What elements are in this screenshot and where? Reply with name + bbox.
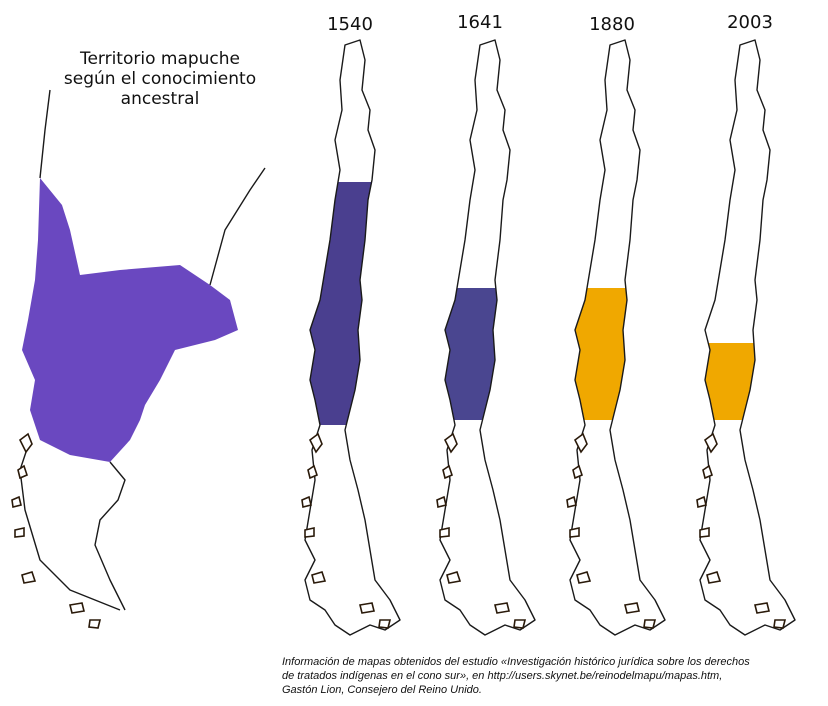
- map-1540: [301, 39, 401, 636]
- map-title: Territorio mapuche: [79, 49, 240, 69]
- map-title: ancestral: [121, 89, 200, 109]
- territory-fill: [22, 178, 238, 462]
- map-2003: [696, 39, 796, 636]
- map-title: según el conocimiento: [64, 69, 256, 89]
- territory-fill: [570, 288, 665, 420]
- territory-fill: [305, 182, 400, 425]
- caption: Gastón Lion, Consejero del Reino Unido.: [282, 684, 482, 696]
- year-label: 1880: [589, 14, 635, 35]
- year-label: 1641: [457, 12, 503, 33]
- caption: de tratados indígenas en el cono sur», e…: [282, 670, 722, 682]
- ancestral-map: [11, 89, 266, 629]
- caption: Información de mapas obtenidos del estud…: [282, 656, 750, 668]
- islands: [11, 433, 101, 629]
- year-label: 1540: [327, 14, 373, 35]
- territory-fill: [440, 288, 535, 420]
- year-label: 2003: [727, 12, 773, 33]
- map-1880: [566, 39, 666, 636]
- territory-outline: [19, 89, 266, 611]
- map-1641: [436, 39, 536, 636]
